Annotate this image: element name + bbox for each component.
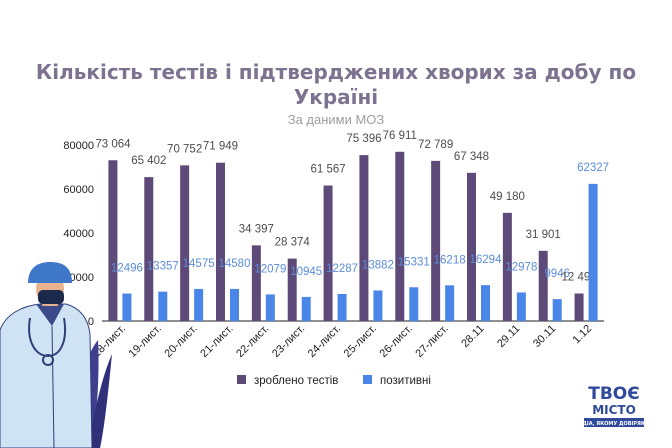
bar-tests (180, 165, 190, 321)
bars: 73 064 12496 65 402 13357 70 752 14575 71 949 1… (95, 130, 609, 321)
bar-tests (216, 162, 225, 321)
bar-tests (108, 160, 118, 321)
data-label-positive: 12079 (254, 263, 286, 275)
data-label-positive: 16294 (470, 254, 503, 266)
x-tick-label: 26-лист. (378, 323, 415, 360)
data-label-tests: 73 064 (95, 138, 131, 150)
data-label-tests: 70 752 (167, 143, 202, 155)
logo-tagline: МЕДІА, ЯКОМУ ДОВІРЯЮТЬ (574, 421, 654, 427)
bar-positive (265, 294, 275, 321)
bar-tests (359, 155, 369, 321)
bar-positive (373, 290, 383, 321)
bar-positive (194, 288, 204, 321)
bar-tests (144, 177, 154, 321)
x-tick-label: 21-лист. (198, 323, 235, 360)
brand-logo: ТВОЄ МІСТО МЕДІА, ЯКОМУ ДОВІРЯЮТЬ (574, 384, 654, 427)
coat-seam (51, 325, 55, 448)
data-label-positive: 13882 (362, 259, 394, 271)
leaf-decoration (88, 354, 112, 448)
legend-swatch-tests (237, 375, 246, 384)
data-label-positive: 12978 (505, 261, 537, 273)
data-label-tests: 67 348 (454, 151, 489, 163)
data-label-tests: 28 374 (275, 237, 311, 249)
data-label-tests: 65 402 (131, 155, 166, 167)
bar-positive (445, 285, 455, 321)
bar-tests (502, 212, 512, 321)
data-label-tests: 71 949 (203, 141, 238, 153)
bar-tests (287, 258, 297, 321)
legend-label-tests: зроблено тестів (254, 375, 338, 387)
x-tick-label: 29.11 (495, 323, 522, 350)
x-tick-label: 22-лист. (234, 323, 271, 360)
chart-title-line1: Кількість тестів і підтверджених хворих … (36, 60, 636, 84)
bar-tests (538, 250, 548, 321)
bar-positive (588, 183, 598, 321)
y-tick-label: 0 (88, 316, 94, 328)
face-mask (38, 290, 64, 304)
bar-tests (395, 151, 405, 321)
data-label-positive: 14575 (183, 258, 215, 270)
data-label-tests: 12 498 (561, 272, 596, 284)
x-tick-label: 23-лист. (270, 323, 307, 360)
bar-tests (574, 293, 584, 321)
data-label-positive: 10945 (290, 266, 322, 278)
legend: зроблено тестів позитивні (237, 375, 431, 387)
doctor-illustration (0, 262, 112, 448)
logo-line2: МІСТО (592, 403, 636, 417)
chart-subtitle: За даними МОЗ (288, 112, 385, 127)
logo-line1: ТВОЄ (588, 384, 639, 404)
bar-tests (251, 245, 261, 321)
data-label-positive: 16218 (434, 254, 466, 266)
x-tick-label: 24-лист. (306, 323, 343, 360)
x-tick-label: 19-лист. (127, 323, 164, 360)
legend-label-positive: позитивні (380, 375, 431, 387)
x-tick-label: 1.12 (571, 323, 595, 347)
data-label-positive: 12496 (111, 263, 143, 275)
data-label-tests: 34 397 (239, 223, 274, 235)
bar-positive (122, 293, 132, 321)
y-tick-label: 60000 (63, 184, 94, 196)
data-label-tests: 75 396 (346, 133, 381, 145)
x-tick-label: 30.11 (531, 323, 558, 350)
doctor-collar (36, 304, 64, 326)
data-label-tests: 31 901 (526, 229, 561, 241)
y-tick-label: 80000 (63, 140, 94, 152)
legend-swatch-positive (363, 375, 372, 384)
bar-tests (467, 172, 476, 321)
x-tick-label: 20-лист. (162, 323, 199, 360)
data-label-positive: 62327 (577, 162, 609, 174)
data-label-positive: 12287 (326, 263, 358, 275)
doctor-coat (0, 303, 93, 448)
bar-tests (323, 185, 333, 321)
x-tick-label: 27-лист. (413, 323, 450, 360)
bar-positive (301, 296, 311, 321)
bar-positive (158, 291, 168, 321)
data-label-tests: 61 567 (310, 164, 345, 176)
bar-positive (230, 288, 239, 321)
data-label-tests: 76 911 (383, 130, 417, 142)
doctor-cap (28, 262, 72, 283)
data-label-positive: 15331 (398, 256, 430, 268)
bar-positive (409, 287, 419, 321)
bar-tests (431, 160, 441, 321)
x-axis: 18-лист.19-лист.20-лист.21-лист.22-лист.… (91, 323, 595, 360)
data-label-positive: 9946 (544, 268, 570, 280)
bar-positive (552, 299, 562, 321)
bar-positive (516, 292, 526, 321)
x-tick-label: 25-лист. (342, 323, 379, 360)
bar-positive (481, 285, 490, 321)
logo-tagline-bar (584, 418, 644, 427)
chart-title-line2: Україні (294, 85, 378, 109)
y-tick-label: 40000 (63, 228, 94, 240)
data-label-positive: 14580 (219, 258, 251, 270)
data-label-tests: 49 180 (490, 191, 525, 203)
x-tick-label: 28.11 (459, 323, 486, 350)
bar-positive (337, 293, 347, 321)
data-label-tests: 72 789 (418, 139, 453, 151)
data-label-positive: 13357 (147, 261, 179, 273)
